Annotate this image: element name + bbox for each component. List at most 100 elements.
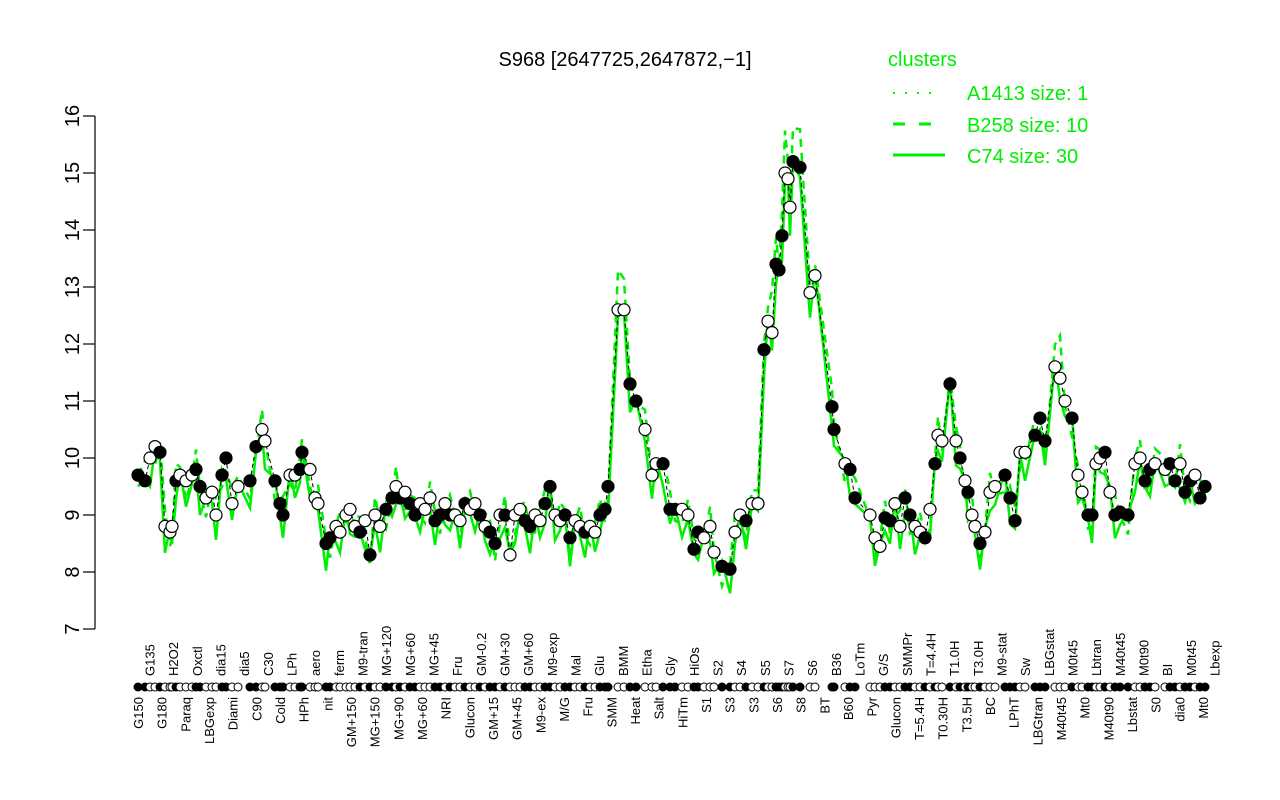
x-rug-point (1115, 682, 1125, 692)
x-label-top: MG+45 (427, 633, 442, 676)
data-point (1048, 360, 1062, 374)
data-point (935, 434, 949, 448)
legend-title: clusters (888, 49, 957, 71)
data-point (483, 525, 497, 539)
data-point (523, 519, 537, 534)
x-label-top: BMM (616, 646, 631, 676)
x-label-bottom: Cold (273, 697, 288, 724)
data-point (848, 491, 862, 505)
y-tick-label: 8 (62, 566, 84, 577)
data-point (1033, 411, 1047, 425)
x-label-top: G135 (143, 644, 158, 676)
x-rug-point (810, 682, 820, 692)
x-axis-labels: G150 G180 Paraq LBGexp Diami C90 Cold HPh nit GM+… (131, 626, 1223, 747)
y-tick-label: 9 (62, 509, 84, 520)
data-point (1133, 451, 1147, 465)
x-label-top: S2 (711, 660, 726, 676)
data-point (629, 394, 643, 408)
data-point (601, 479, 615, 494)
data-point (928, 457, 942, 471)
x-label-top: HiOs (687, 647, 702, 676)
data-point (765, 326, 779, 340)
data-point (988, 479, 1002, 494)
data-point (1103, 485, 1117, 499)
y-tick-label: 12 (62, 333, 84, 355)
x-label-top: MG+60 (403, 633, 418, 676)
data-point (1065, 411, 1079, 425)
x-label-top: aero (308, 650, 323, 676)
x-label-bottom: Mt0 (1196, 697, 1211, 719)
x-rug-point (233, 682, 243, 692)
x-rug-point (829, 682, 839, 692)
x-rug-point (297, 682, 307, 692)
data-point (998, 468, 1012, 482)
x-label-bottom: M40t90 (1101, 697, 1116, 740)
data-point (961, 485, 975, 499)
x-label-bottom: BC (983, 697, 998, 715)
x-rug-point (603, 682, 613, 692)
x-label-bottom: GM+45 (510, 697, 525, 740)
x-label-bottom: C90 (249, 697, 264, 721)
x-rug-point (717, 682, 727, 692)
data-point (1193, 491, 1207, 505)
x-rug-point (1200, 682, 1210, 692)
x-label-bottom: Glucon (888, 697, 903, 738)
data-point (276, 508, 290, 522)
data-point (697, 531, 711, 545)
x-label-bottom: M40t45 (1054, 697, 1069, 740)
data-point (893, 519, 907, 534)
data-point (333, 525, 347, 539)
x-label-top: Lbexp (1208, 641, 1223, 676)
data-point (295, 445, 309, 459)
data-point (617, 303, 631, 317)
data-point (1053, 371, 1067, 385)
legend-entry-a1413: A1413 size: 1 (967, 83, 1088, 105)
data-point (638, 422, 652, 437)
data-point (373, 519, 387, 534)
data-point (1071, 468, 1085, 482)
data-point (772, 263, 786, 277)
data-point (968, 519, 982, 534)
x-label-top: Mal (569, 655, 584, 676)
x-label-bottom: S3 (723, 697, 738, 713)
x-label-bottom: Pyr (865, 696, 880, 716)
y-tick-label: 11 (62, 391, 84, 412)
data-point (363, 548, 377, 562)
x-label-top: GM+30 (498, 633, 513, 676)
data-point (681, 508, 695, 522)
data-point (863, 508, 877, 522)
data-point (656, 457, 670, 471)
x-label-top: LoTm (853, 643, 868, 676)
data-point (1188, 468, 1202, 482)
data-point (215, 468, 229, 482)
x-label-bottom: M/G (557, 697, 572, 722)
data-point (687, 542, 701, 556)
data-points (131, 155, 1212, 576)
data-point (1198, 479, 1212, 494)
data-point (408, 508, 422, 522)
x-rug-point (1150, 682, 1160, 692)
data-point (488, 536, 502, 551)
data-point (273, 497, 287, 511)
data-point (468, 497, 482, 511)
data-point (1028, 428, 1042, 442)
data-point (563, 531, 577, 545)
legend-entry-c74: C74 size: 30 (967, 146, 1078, 168)
legend-entry-b258: B258 size: 10 (967, 115, 1088, 137)
x-label-top: dia15 (214, 644, 229, 676)
data-point (898, 491, 912, 505)
x-label-top: Fru (450, 657, 465, 677)
data-point (209, 508, 223, 522)
data-point (781, 172, 795, 186)
data-point (903, 508, 917, 522)
x-label-bottom: S8 (794, 697, 809, 713)
x-rug-point (990, 682, 1000, 692)
data-point (1138, 474, 1152, 488)
x-rug-point (260, 682, 270, 692)
data-point (1173, 457, 1187, 471)
x-label-bottom: Heat (628, 697, 643, 725)
x-label-bottom: BT (817, 697, 832, 714)
data-point (533, 514, 547, 528)
x-label-bottom: T0.30H (936, 697, 951, 740)
data-point (165, 519, 179, 534)
